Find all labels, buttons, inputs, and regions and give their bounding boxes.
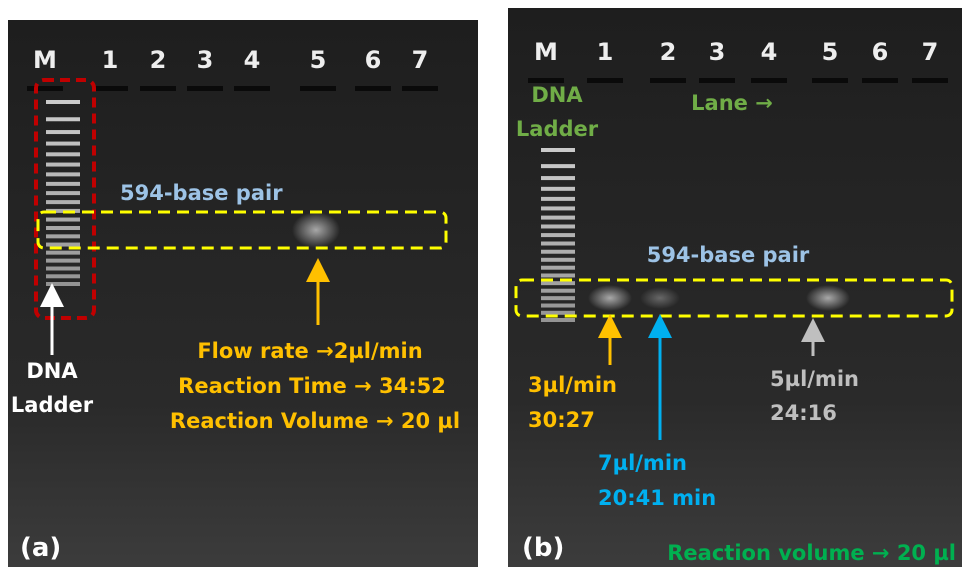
- well: [699, 78, 735, 83]
- panel-a: M 1 2 3 4 5 6 7 DNA Ladder 594-base pair Flow r…: [8, 20, 478, 567]
- ladder-label: DNA: [26, 359, 78, 383]
- ladder-band: [541, 148, 575, 152]
- well: [300, 86, 336, 91]
- band-label: 594-base pair: [647, 243, 810, 267]
- ladder-band: [46, 100, 80, 104]
- well: [140, 86, 176, 91]
- ladder-label: Ladder: [516, 117, 599, 141]
- ladder-band: [541, 233, 575, 237]
- well: [650, 78, 686, 83]
- annotation: 5µl/min: [770, 367, 859, 391]
- ladder-band: [46, 234, 80, 238]
- panel-label: (b): [522, 533, 564, 563]
- annotation: 3µl/min: [528, 373, 617, 397]
- ladder-band: [541, 197, 575, 201]
- lane-number: 4: [244, 46, 261, 74]
- annotation: Flow rate →2µl/min: [197, 339, 422, 363]
- lane-number: 7: [922, 38, 939, 66]
- ladder-band: [541, 206, 575, 210]
- ladder-band: [541, 266, 575, 270]
- ladder-band: [46, 191, 80, 195]
- ladder-band: [46, 282, 80, 286]
- lane-number: 2: [660, 38, 677, 66]
- well: [355, 86, 391, 91]
- ladder-band: [46, 243, 80, 247]
- well: [587, 78, 623, 83]
- ladder-band: [541, 216, 575, 220]
- lane-number: 3: [197, 46, 214, 74]
- lane-number: 1: [597, 38, 614, 66]
- ladder-band: [541, 187, 575, 191]
- annotation: 7µl/min: [598, 451, 687, 475]
- ladder-label: DNA: [531, 83, 583, 107]
- lane-number: 3: [709, 38, 726, 66]
- lane-number: 5: [310, 46, 327, 74]
- well: [187, 86, 223, 91]
- ladder-band: [46, 172, 80, 176]
- ladder-band: [541, 281, 575, 285]
- annotation: 30:27: [528, 408, 595, 432]
- ladder-band: [541, 258, 575, 262]
- ladder-band: [46, 267, 80, 271]
- band: [640, 287, 680, 309]
- ladder-band: [46, 226, 80, 230]
- well: [402, 86, 438, 91]
- ladder-band: [46, 251, 80, 255]
- ladder-band: [46, 117, 80, 121]
- ladder-band: [541, 176, 575, 180]
- ladder-band: [46, 163, 80, 167]
- annotation: Reaction Volume → 20 µl: [170, 409, 460, 433]
- ladder-band: [46, 152, 80, 156]
- footer: Reaction volume → 20 µl: [667, 541, 956, 565]
- lane-number: 7: [412, 46, 429, 74]
- ladder-band: [541, 250, 575, 254]
- well: [751, 78, 787, 83]
- lane-number: 2: [150, 46, 167, 74]
- band: [806, 285, 850, 311]
- well: [912, 78, 948, 83]
- well: [234, 86, 270, 91]
- well: [27, 86, 63, 91]
- ladder-band: [541, 304, 575, 308]
- ladder-band: [541, 311, 575, 315]
- ladder-label: Ladder: [11, 393, 94, 417]
- annotation: 24:16: [770, 401, 837, 425]
- well: [862, 78, 898, 83]
- ladder-band: [46, 200, 80, 204]
- ladder-band: [541, 296, 575, 300]
- well: [812, 78, 848, 83]
- band: [292, 212, 340, 248]
- ladder-band: [541, 318, 575, 322]
- lane-label: Lane →: [691, 91, 773, 115]
- band-label: 594-base pair: [120, 181, 283, 205]
- lane-number: M: [33, 46, 57, 74]
- ladder-band: [46, 218, 80, 222]
- figure: M 1 2 3 4 5 6 7 DNA Ladder 594-base pair Flow r…: [0, 0, 967, 569]
- ladder-band: [46, 259, 80, 263]
- lane-number: 5: [822, 38, 839, 66]
- ladder-band: [541, 242, 575, 246]
- ladder-band: [541, 273, 575, 277]
- lane-number: 1: [102, 46, 119, 74]
- annotation: 20:41 min: [598, 486, 716, 510]
- annotation: Reaction Time → 34:52: [178, 374, 446, 398]
- panel-b: M 1 2 3 4 5 6 7 DNA Ladder Lane → 594-base pair…: [508, 8, 962, 567]
- band: [588, 285, 632, 311]
- lane-number: 6: [872, 38, 889, 66]
- ladder-band: [541, 164, 575, 168]
- lane-number: M: [534, 38, 558, 66]
- lane-number: 6: [365, 46, 382, 74]
- panel-label: (a): [20, 533, 61, 563]
- well: [92, 86, 128, 91]
- ladder-band: [541, 289, 575, 293]
- lane-number: 4: [761, 38, 778, 66]
- ladder-band: [46, 130, 80, 134]
- ladder-band: [46, 274, 80, 278]
- ladder-band: [46, 142, 80, 146]
- ladder-band: [541, 224, 575, 228]
- ladder-band: [46, 182, 80, 186]
